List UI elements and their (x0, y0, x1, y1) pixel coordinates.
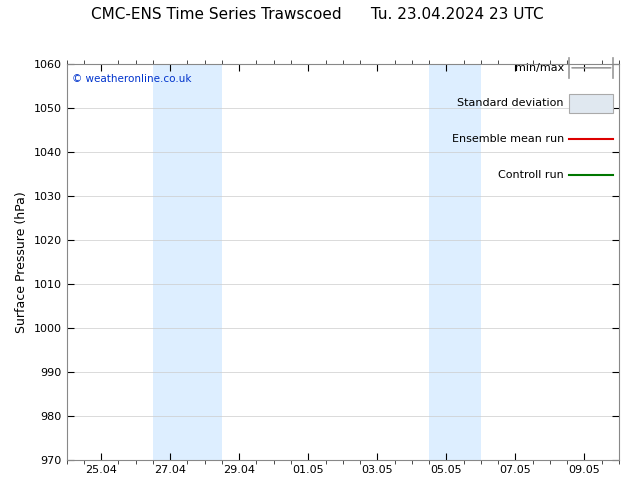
Y-axis label: Surface Pressure (hPa): Surface Pressure (hPa) (15, 191, 28, 333)
Text: © weatheronline.co.uk: © weatheronline.co.uk (72, 74, 191, 84)
Bar (569, 94, 614, 113)
Text: Controll run: Controll run (498, 170, 564, 180)
Text: Ensemble mean run: Ensemble mean run (451, 134, 564, 144)
Bar (153, 64, 222, 460)
Bar (429, 64, 481, 460)
Text: Standard deviation: Standard deviation (457, 98, 564, 108)
Text: min/max: min/max (515, 63, 564, 73)
Text: CMC-ENS Time Series Trawscoed      Tu. 23.04.2024 23 UTC: CMC-ENS Time Series Trawscoed Tu. 23.04.… (91, 7, 543, 23)
